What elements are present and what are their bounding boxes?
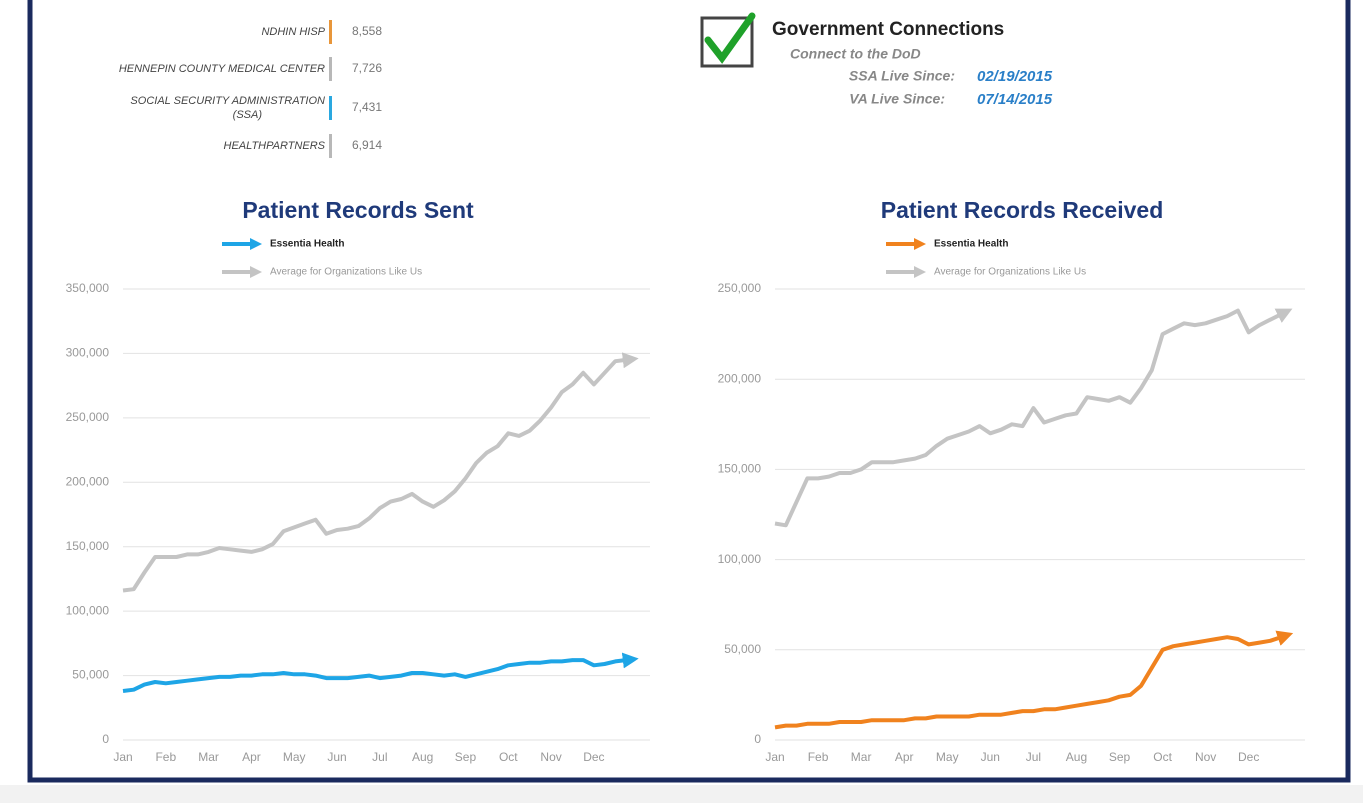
row-name: HEALTHPARTNERS	[224, 140, 326, 152]
x-tick-label: Jul	[1026, 750, 1041, 764]
legend-label: Essentia Health	[270, 239, 344, 250]
checkmark	[704, 12, 756, 64]
chart-title: Patient Records Sent	[242, 197, 474, 223]
y-tick-label: 300,000	[66, 346, 110, 360]
y-tick-label: 50,000	[724, 642, 761, 656]
x-tick-label: Dec	[583, 750, 604, 764]
series-line	[774, 630, 1294, 730]
x-tick-label: Jun	[327, 750, 346, 764]
row-name-line: SOCIAL SECURITY ADMINISTRATION	[130, 95, 325, 107]
chart-title: Patient Records Received	[881, 197, 1164, 223]
x-tick-label: Mar	[198, 750, 219, 764]
y-tick-label: 200,000	[718, 371, 762, 385]
series-line	[122, 652, 639, 693]
legend-label: Average for Organizations Like Us	[270, 267, 422, 278]
legend-arrow	[914, 266, 926, 278]
y-tick-label: 100,000	[718, 552, 762, 566]
x-tick-label: Feb	[155, 750, 176, 764]
row-value: 6,914	[352, 138, 382, 152]
legend-arrow	[250, 238, 262, 250]
y-tick-label: 0	[102, 732, 109, 746]
gov-subtitle: Connect to the DoD	[790, 46, 921, 62]
x-tick-label: Sep	[1109, 750, 1131, 764]
y-tick-label: 250,000	[66, 410, 110, 424]
y-tick-label: 350,000	[66, 281, 110, 295]
x-tick-label: Mar	[851, 750, 872, 764]
series-line	[122, 352, 639, 593]
y-tick-label: 200,000	[66, 474, 110, 488]
x-tick-label: Nov	[1195, 750, 1216, 764]
row-bar	[329, 134, 332, 158]
row-bar	[329, 96, 332, 120]
y-tick-label: 150,000	[66, 539, 110, 553]
legend-label: Essentia Health	[934, 239, 1008, 250]
x-tick-label: May	[283, 750, 306, 764]
x-tick-label: Dec	[1238, 750, 1259, 764]
row-value: 8,558	[352, 24, 382, 38]
x-tick-label: Apr	[895, 750, 914, 764]
y-tick-label: 50,000	[72, 668, 109, 682]
y-tick-label: 250,000	[718, 281, 762, 295]
y-tick-label: 100,000	[66, 603, 110, 617]
row-value: 7,726	[352, 61, 382, 75]
x-tick-label: Jan	[113, 750, 132, 764]
row-name: SOCIAL SECURITY ADMINISTRATION (SSA)	[130, 95, 325, 121]
x-tick-label: Aug	[412, 750, 433, 764]
bottom-strip	[0, 785, 1363, 803]
x-tick-label: Oct	[499, 750, 518, 764]
x-tick-label: Sep	[455, 750, 477, 764]
gov-value: 02/19/2015	[977, 68, 1053, 85]
frame	[27, 0, 1351, 783]
y-tick-label: 0	[754, 732, 761, 746]
x-tick-label: Aug	[1066, 750, 1087, 764]
row-bar	[329, 57, 332, 81]
x-tick-label: Jan	[765, 750, 784, 764]
series-line	[774, 308, 1293, 528]
gov-title: Government Connections	[772, 19, 1004, 40]
row-name: HENNEPIN COUNTY MEDICAL CENTER	[119, 63, 325, 75]
gov-value: 07/14/2015	[977, 91, 1053, 108]
x-tick-label: Apr	[242, 750, 261, 764]
row-bar	[329, 20, 332, 44]
x-tick-label: Jun	[981, 750, 1000, 764]
x-tick-label: Jul	[372, 750, 387, 764]
gov-label: SSA Live Since:	[849, 68, 955, 84]
row-name-line: (SSA)	[233, 109, 263, 121]
x-tick-label: May	[936, 750, 959, 764]
x-tick-label: Feb	[808, 750, 829, 764]
x-tick-label: Nov	[540, 750, 561, 764]
legend-arrow	[250, 266, 262, 278]
x-tick-label: Oct	[1153, 750, 1172, 764]
gov-label: VA Live Since:	[849, 91, 945, 107]
legend-label: Average for Organizations Like Us	[934, 267, 1086, 278]
y-tick-label: 150,000	[718, 462, 762, 476]
row-value: 7,431	[352, 100, 382, 114]
legend-arrow	[914, 238, 926, 250]
row-name: NDHIN HISP	[261, 26, 325, 38]
